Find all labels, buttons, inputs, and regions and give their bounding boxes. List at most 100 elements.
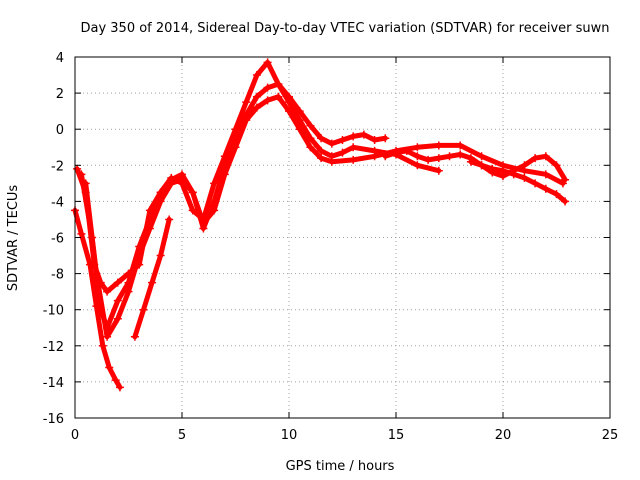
data-point xyxy=(231,143,240,152)
data-point xyxy=(434,166,443,175)
series-line xyxy=(72,207,123,390)
series-track-1 xyxy=(71,206,124,392)
data-point xyxy=(488,168,497,177)
x-tick-label: 25 xyxy=(602,428,619,443)
data-point xyxy=(113,314,122,323)
data-point xyxy=(370,152,379,161)
data-point xyxy=(402,146,411,155)
data-point xyxy=(477,161,486,170)
data-point xyxy=(327,157,336,166)
data-point xyxy=(509,166,518,175)
x-axis-label: GPS time / hours xyxy=(286,459,395,474)
series-line xyxy=(78,81,442,331)
data-point xyxy=(541,184,550,193)
data-point xyxy=(77,229,86,238)
data-point xyxy=(456,150,465,159)
data-point xyxy=(285,107,293,116)
series-line xyxy=(83,94,566,340)
data-point xyxy=(103,332,112,341)
data-point xyxy=(285,98,293,107)
data-point xyxy=(392,148,400,157)
x-tick-label: 20 xyxy=(495,428,512,443)
data-point xyxy=(77,170,86,179)
data-point xyxy=(242,98,251,107)
data-point xyxy=(188,206,197,215)
data-point xyxy=(124,287,133,296)
data-point xyxy=(477,152,486,161)
data-point xyxy=(220,170,229,179)
series-line xyxy=(468,153,568,183)
data-point xyxy=(210,179,219,188)
data-point xyxy=(317,134,326,143)
data-point xyxy=(210,206,219,215)
data-point xyxy=(317,146,326,155)
y-tick-label: -4 xyxy=(51,195,64,210)
y-tick-label: -12 xyxy=(43,340,64,355)
data-point xyxy=(445,152,454,161)
data-point xyxy=(520,173,529,182)
data-point xyxy=(263,58,272,67)
data-point xyxy=(113,278,122,287)
data-point xyxy=(199,219,208,228)
data-point xyxy=(252,71,261,80)
y-tick-label: 0 xyxy=(56,123,64,138)
y-tick-label: 2 xyxy=(56,87,64,102)
data-point xyxy=(130,332,139,341)
data-point xyxy=(165,215,174,224)
data-point xyxy=(105,363,114,372)
series-track-7 xyxy=(130,215,174,341)
data-point xyxy=(113,296,122,305)
data-point xyxy=(531,179,540,188)
data-point xyxy=(434,141,443,150)
y-tick-label: 4 xyxy=(56,51,64,66)
data-point xyxy=(178,175,186,184)
data-point xyxy=(520,161,529,170)
data-point xyxy=(92,269,101,278)
series-track-3 xyxy=(77,80,443,332)
data-point xyxy=(252,103,261,112)
data-point xyxy=(242,116,251,125)
data-point xyxy=(499,172,507,181)
data-point xyxy=(327,139,336,148)
data-point xyxy=(349,143,358,152)
x-tick-label: 5 xyxy=(178,428,186,443)
series-track-2 xyxy=(73,58,390,296)
data-point xyxy=(466,157,475,166)
data-point xyxy=(306,143,315,152)
data-point xyxy=(359,130,368,139)
data-point xyxy=(145,224,154,233)
series-track-4 xyxy=(81,92,567,341)
data-point xyxy=(552,161,561,170)
data-point xyxy=(263,96,272,105)
data-point xyxy=(103,287,112,296)
data-point xyxy=(263,83,272,92)
axis-ticks: 0 5 10 15 20 25 -16 -14 -12 -10 -8 -6 -4 -2 0 2 4 xyxy=(43,51,619,443)
data-point xyxy=(156,197,165,206)
data-point xyxy=(413,152,422,161)
data-point xyxy=(135,251,144,260)
y-tick-label: -8 xyxy=(51,268,64,283)
data-point xyxy=(98,341,107,350)
data-point xyxy=(541,170,550,179)
x-tick-label: 0 xyxy=(71,428,79,443)
data-point xyxy=(413,143,422,152)
data-point xyxy=(349,155,358,164)
data-point xyxy=(561,197,570,206)
data-point xyxy=(424,155,433,164)
data-point xyxy=(552,190,561,199)
y-tick-label: -6 xyxy=(51,232,64,247)
data-point xyxy=(274,92,283,101)
data-point xyxy=(381,134,390,143)
data-point xyxy=(338,136,347,145)
y-tick-label: -14 xyxy=(43,376,64,391)
data-point xyxy=(456,141,465,150)
data-point xyxy=(111,376,120,385)
data-point xyxy=(531,154,540,163)
series-line xyxy=(132,216,172,340)
chart-title: Day 350 of 2014, Sidereal Day-to-day VTE… xyxy=(80,21,609,36)
y-tick-label: -2 xyxy=(51,159,64,174)
y-tick-label: -16 xyxy=(43,412,64,427)
data-point xyxy=(338,148,347,157)
x-tick-label: 10 xyxy=(281,428,298,443)
